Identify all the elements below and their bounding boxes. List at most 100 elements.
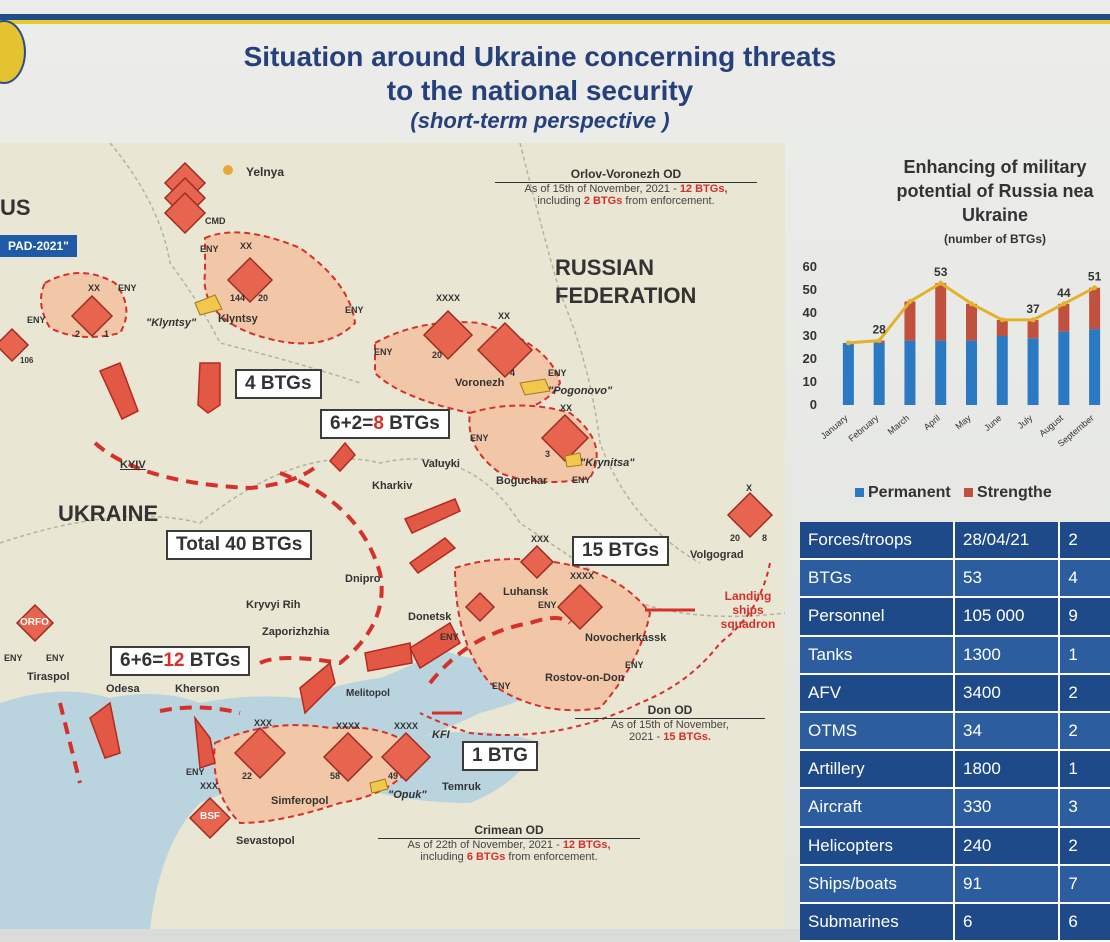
note-orlov-l1b: 12 BTGs, xyxy=(679,183,728,195)
unit-eny-5: ENY xyxy=(374,347,393,357)
unit-xx-2: XX xyxy=(88,283,101,293)
exercise-klyntsy: "Klyntsy" xyxy=(146,317,197,329)
table-cell: 53 xyxy=(955,560,1061,597)
btg-box-4: 4 BTGs xyxy=(235,369,322,399)
bar-permanent-2 xyxy=(904,340,916,405)
unit-xxxx-4: XXXX xyxy=(394,721,419,731)
note-orlov-l1a: As of 15th of November, 2021 - xyxy=(524,183,680,195)
exercise-opuk: "Opuk" xyxy=(388,789,427,801)
table-cell: OTMS xyxy=(800,712,955,750)
unit-eny-1: ENY xyxy=(200,244,219,254)
unit-eny-15: ENY xyxy=(186,767,205,777)
unit-xxxx-1: XXXX xyxy=(436,293,461,303)
city-kfi: KFI xyxy=(432,729,450,741)
unit-bsf: BSF xyxy=(200,811,220,822)
city-sevastopol: Sevastopol xyxy=(236,835,295,847)
x-tick-label-4: May xyxy=(953,413,973,432)
bar-permanent-4 xyxy=(966,340,977,405)
unit-eny-4: ENY xyxy=(345,305,364,315)
bar-strengthen-3 xyxy=(935,283,947,341)
table-header-cell: Forces/troops xyxy=(800,522,955,559)
unit-num-3: 3 xyxy=(545,449,551,459)
btg-box-12: 6+6=12 BTGs xyxy=(110,646,251,676)
unit-num-106: 106 xyxy=(20,356,34,365)
table-cell: Artillery xyxy=(800,751,955,788)
note-crimean-od: Crimean OD As of 22th of November, 2021 … xyxy=(378,823,640,863)
city-odesa: Odesa xyxy=(106,683,140,695)
country-label-belarus: US xyxy=(0,195,31,220)
table-row: BTGs 53 4 xyxy=(800,560,1110,599)
y-tick-label-4: 40 xyxy=(803,305,817,320)
table-row: AFV 3400 2 xyxy=(800,674,1110,713)
note-crimea-l2c: from enforcement. xyxy=(505,851,598,863)
unit-num-144: 144 xyxy=(230,293,246,303)
table-cell: 2 xyxy=(1068,721,1078,741)
right-panel-title: Enhancing of military potential of Russi… xyxy=(850,155,1110,227)
table-row: Artillery 1800 1 xyxy=(800,751,1110,790)
unit-xxx-1: XXX xyxy=(254,718,273,728)
table-cell: Ships/boats xyxy=(800,865,955,902)
bar-strengthen-5 xyxy=(996,319,1008,336)
city-kryvyi-rih: Kryvyi Rih xyxy=(246,599,301,611)
y-tick-label-3: 30 xyxy=(803,328,817,343)
table-cell: Tanks xyxy=(800,636,955,673)
bar-strengthen-7 xyxy=(1058,303,1070,332)
table-cell: 3400 xyxy=(955,674,1061,711)
note-crimea-l2b: 6 BTGs xyxy=(466,851,506,863)
unit-num-49: 49 xyxy=(388,771,399,781)
table-row: Ships/boats 91 7 xyxy=(800,865,1110,904)
table-cell: 1800 xyxy=(955,751,1061,788)
trend-point-4 xyxy=(969,301,974,307)
y-tick-label-5: 50 xyxy=(803,282,817,297)
table-cell: 240 xyxy=(955,827,1061,864)
country-label-russia-1: RUSSIAN xyxy=(555,255,655,280)
table-header-cell: 2 xyxy=(1068,530,1078,550)
y-tick-label-0: 0 xyxy=(810,397,817,412)
unit-xx-3: XX xyxy=(498,311,511,321)
data-label-1: 53 xyxy=(934,265,948,279)
data-label-2: 37 xyxy=(1026,302,1040,316)
table-cell: 7 xyxy=(1068,873,1078,893)
x-tick-label-1: February xyxy=(846,413,880,444)
country-label-russia-2: FEDERATION xyxy=(555,283,697,308)
table-cell: Submarines xyxy=(800,903,955,941)
table-cell: BTGs xyxy=(800,560,955,597)
city-dnipro: Dnipro xyxy=(345,573,381,585)
trend-point-6 xyxy=(1030,317,1036,323)
table-cell: 330 xyxy=(955,789,1061,826)
note-crimea-l2a: including xyxy=(420,851,467,863)
data-label-0: 28 xyxy=(872,323,886,337)
note-orlov-heading: Orlov-Voronezh OD xyxy=(495,167,757,183)
btg-box-12-red: 12 xyxy=(163,650,185,671)
table-header-cell: 28/04/21 xyxy=(955,522,1061,559)
table-cell: 4 xyxy=(1068,568,1078,588)
bar-strengthen-2 xyxy=(904,301,916,341)
data-label-4: 51 xyxy=(1088,270,1102,284)
trend-point-0 xyxy=(845,340,851,346)
unit-eny-13: ENY xyxy=(4,653,23,663)
table-header-row: Forces/troops 28/04/21 2 xyxy=(800,522,1110,561)
btg-box-8-suffix: BTGs xyxy=(383,413,440,434)
note-don-l2b: 15 BTGs. xyxy=(663,731,711,743)
btg-box-15: 15 BTGs xyxy=(572,536,670,566)
note-crimea-l1a: As of 22th of November, 2021 - xyxy=(407,839,563,851)
table-cell: 1 xyxy=(1068,759,1078,779)
x-tick-label-0: January xyxy=(819,413,850,442)
table-cell: 6 xyxy=(1068,911,1078,931)
unit-xx-4: XX xyxy=(560,403,573,413)
bar-permanent-3 xyxy=(935,340,947,405)
bar-permanent-5 xyxy=(996,336,1008,405)
country-label-ukraine: UKRAINE xyxy=(58,501,159,526)
right-panel-subtitle: (number of BTGs) xyxy=(944,232,1046,246)
table-cell: 91 xyxy=(955,865,1061,902)
y-tick-label-1: 10 xyxy=(803,374,817,389)
city-kharkiv: Kharkiv xyxy=(372,480,413,492)
x-tick-label-7: August xyxy=(1037,413,1065,439)
btg-box-1: 1 BTG xyxy=(462,741,538,771)
legend-permanent-swatch xyxy=(855,488,864,497)
unit-num-22: 22 xyxy=(242,771,253,781)
note-orlov-l2a: including xyxy=(537,195,584,207)
legend-strengthen-label: Strengthe xyxy=(977,484,1052,501)
